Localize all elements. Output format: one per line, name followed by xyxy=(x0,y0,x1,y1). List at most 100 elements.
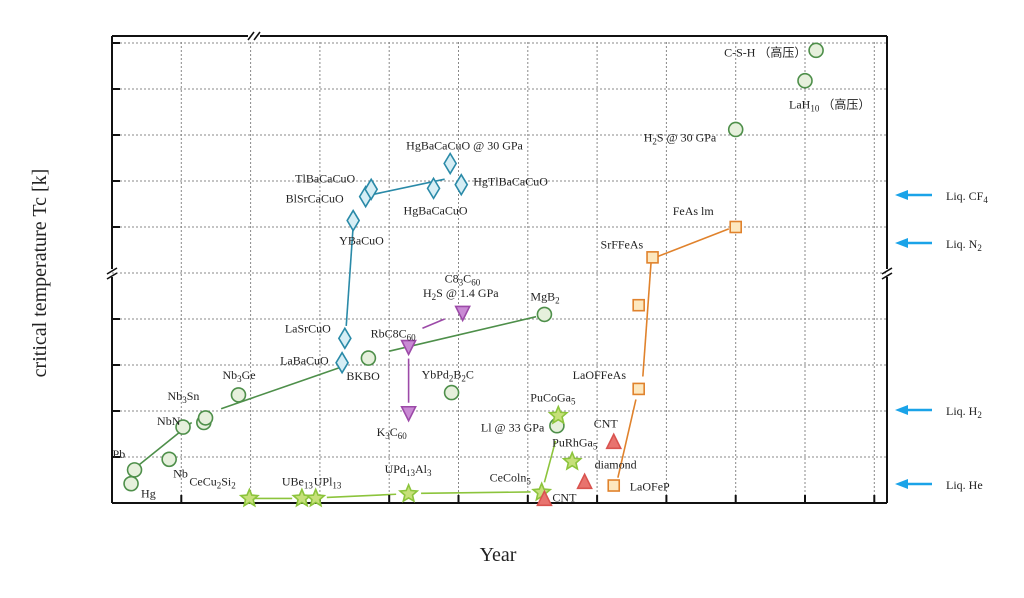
point-label: UPd13Al3 xyxy=(385,462,432,478)
label-text: Liq. CF xyxy=(946,189,984,203)
point-label: HgBaCaCuO @ 30 GPa xyxy=(406,139,523,153)
reference-label: Liq. H2 xyxy=(946,404,982,420)
conventional-marker xyxy=(808,42,824,59)
point-label: diamond xyxy=(595,457,637,471)
label-text: CeCu xyxy=(189,474,216,488)
point-label: LaBaCuO xyxy=(280,354,329,368)
label-text: Ge xyxy=(242,368,256,382)
fulleride-marker xyxy=(400,405,417,423)
heavy-fermion-marker xyxy=(238,487,260,508)
point-label: Nb3Sn xyxy=(168,389,200,405)
subscript: 13 xyxy=(406,468,416,478)
y-axis-title: critical temperature Tc [k] xyxy=(29,169,51,378)
point-label: HgTlBaCaCuO xyxy=(473,175,548,189)
cuprate-marker xyxy=(426,176,441,200)
cuprate-marker xyxy=(346,209,361,233)
label-text: K xyxy=(377,425,386,439)
point-label: FeAs lm xyxy=(673,204,715,218)
conventional-marker xyxy=(230,387,247,403)
carbon-marker xyxy=(605,432,623,450)
heavy-fermion-marker xyxy=(561,450,583,471)
subscript: 2 xyxy=(217,480,222,490)
subscript: 60 xyxy=(407,333,417,343)
reference-label: Liq. CF4 xyxy=(946,189,988,205)
conventional-marker xyxy=(123,475,139,492)
point-label: BlSrCaCuO xyxy=(286,192,344,206)
conventional-marker xyxy=(536,306,553,323)
point-label: YbPd2B2C xyxy=(422,368,474,384)
subscript: 2 xyxy=(652,136,657,146)
conventional-marker xyxy=(175,419,191,435)
label-text: SrFFeAs xyxy=(601,237,644,251)
point-label: HgBaCaCuO xyxy=(404,203,468,217)
label-text: Liq. H xyxy=(946,404,978,418)
y-axis-ticks xyxy=(112,42,120,458)
reference-label: Liq. N2 xyxy=(946,237,982,253)
axes xyxy=(106,31,893,504)
iron-based-marker xyxy=(632,382,645,396)
subscript: 3 xyxy=(459,277,464,287)
label-text: MgB xyxy=(530,289,555,303)
heavy-fermion-marker xyxy=(547,404,569,425)
subscript: 2 xyxy=(461,374,466,384)
trend-line xyxy=(421,491,531,495)
cuprate-marker xyxy=(335,351,350,375)
conventional-marker xyxy=(360,350,377,366)
point-label: LaH10 （高压） xyxy=(789,97,870,114)
label-text: Ll @ 33 GPa xyxy=(481,421,545,435)
point-label: Pb xyxy=(113,447,126,461)
subscript: 13 xyxy=(304,480,314,490)
label-text: Nb xyxy=(168,389,183,403)
conventional-marker xyxy=(443,384,460,401)
cuprate-marker xyxy=(443,151,458,176)
label-text: FeAs lm xyxy=(673,204,715,218)
cuprate-marker xyxy=(337,326,352,350)
label-text: （高压） xyxy=(819,97,870,112)
subscript: 4 xyxy=(983,195,988,205)
subscript: 5 xyxy=(526,476,531,486)
point-label: CNT xyxy=(594,416,619,430)
label-text: LaBaCuO xyxy=(280,354,329,368)
subscript: 60 xyxy=(471,277,481,287)
x-axis-title: Year xyxy=(480,544,517,566)
trend-line xyxy=(656,228,730,258)
trend-line xyxy=(617,399,637,478)
label-text: UPl xyxy=(314,474,333,488)
x-axis-ticks xyxy=(180,495,876,503)
conventional-marker xyxy=(197,410,214,426)
point-label: CNT xyxy=(552,490,577,504)
iron-based-marker xyxy=(729,220,743,234)
point-label: PuRhGa5 xyxy=(552,436,598,452)
subscript: 5 xyxy=(593,442,598,452)
point-label: LaOFFeAs xyxy=(573,368,627,382)
point-label: SrFFeAs xyxy=(601,237,644,251)
subscript: 2 xyxy=(977,410,982,420)
label-text: Sn xyxy=(187,389,200,403)
fulleride-marker xyxy=(454,305,471,323)
label-text: LaSrCuO xyxy=(285,321,331,335)
subscript: 10 xyxy=(810,104,820,114)
label-text: C xyxy=(390,425,398,439)
cuprate-marker xyxy=(364,177,379,201)
subscript: 3 xyxy=(385,431,390,441)
point-label: YBaCuO xyxy=(339,234,384,248)
label-text: C xyxy=(463,271,471,285)
iron-based-marker xyxy=(607,479,621,492)
point-label: TlBaCaCuO xyxy=(295,171,355,185)
label-text: S @ 30 GPa xyxy=(657,130,717,144)
trend-line xyxy=(422,318,445,329)
conventional-marker xyxy=(797,72,813,89)
point-label: C-S-H （高压） xyxy=(724,44,806,59)
subscript: 2 xyxy=(977,243,982,253)
subscript: 3 xyxy=(427,468,432,478)
point-label: H2S @ 1.4 GPa xyxy=(423,286,499,302)
label-text: HgTlBaCaCuO xyxy=(473,175,548,189)
label-text: CNT xyxy=(552,490,577,504)
point-label: LaSrCuO xyxy=(285,321,331,335)
label-text: C8 xyxy=(445,271,459,285)
point-label: CeColn5 xyxy=(490,470,532,486)
trend-line xyxy=(326,493,397,499)
left-arrow-icon xyxy=(895,479,908,489)
